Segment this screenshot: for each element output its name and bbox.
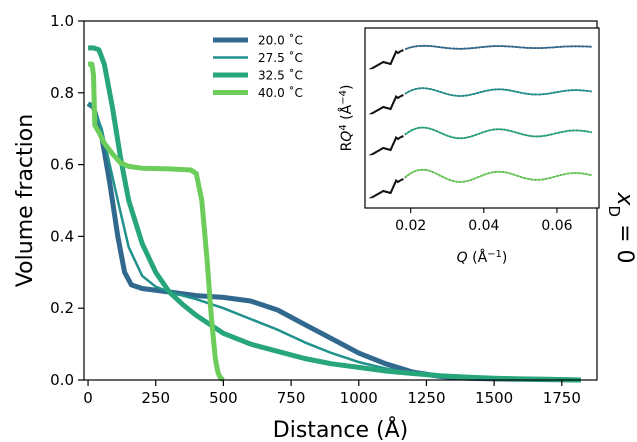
inset-x-tick-label: 0.06 (541, 218, 572, 234)
inset-ylabel-unit: (Å (338, 104, 355, 124)
legend-label-1: 27.5 ˚C (258, 50, 303, 65)
inset-xlabel-close: ) (502, 250, 507, 266)
side-label-subscript: D (605, 206, 623, 218)
inset-x-tick-label: 0.02 (395, 218, 426, 234)
inset-ylabel-close: ) (339, 85, 355, 90)
inset-ylabel-q: Q (339, 131, 355, 142)
series-line-2 (88, 45, 581, 383)
y-tick-label: 1.0 (50, 12, 74, 30)
x-tick-label: 1750 (543, 389, 581, 407)
y-tick-label: 0.8 (50, 84, 74, 102)
inset-series-lines (368, 44, 592, 199)
inset-y-axis-title: RQ4 (Å−4) (338, 85, 356, 152)
side-label-equals-zero: = 0 (612, 217, 637, 263)
inset-axes-frame (364, 27, 600, 209)
inset-background (365, 28, 599, 208)
x-tick-label: 1250 (407, 389, 445, 407)
x-tick-label: 500 (209, 389, 238, 407)
inset-peak-2 (368, 135, 404, 156)
legend-label-3: 40.0 ˚C (258, 85, 303, 100)
legend: 20.0 ˚C 27.5 ˚C 32.5 ˚C 40.0 ˚C (213, 33, 303, 100)
inset-fit-line-1 (404, 87, 592, 97)
inset-ylabel-exp: 4 (338, 124, 349, 130)
inset-peak-1 (368, 94, 404, 115)
x-tick-label: 0 (83, 389, 93, 407)
inset-x-ticks: 0.02 0.04 0.06 (395, 208, 573, 234)
main-plot: 0 250 500 750 1000 1250 1500 1750 0.00.20.40.60… (13, 12, 598, 442)
inset-fit-line-3 (404, 169, 592, 183)
x-axis-title: Distance (Å) (273, 416, 408, 442)
side-label-xd-zero: xD = 0 (605, 191, 637, 263)
main-y-ticks: 0.0 0.2 0.4 0.6 0.8 1.0 (50, 12, 84, 389)
x-tick-label: 1000 (340, 389, 378, 407)
series-line-3 (88, 61, 225, 383)
y-tick-label: 0.2 (50, 299, 74, 317)
inset-fit-line-0 (404, 45, 592, 50)
inset-xlabel-q: Q (457, 250, 468, 266)
inset-x-tick-label: 0.04 (468, 218, 499, 234)
y-tick-label: 0.6 (50, 156, 74, 174)
legend-label-0: 20.0 ˚C (258, 33, 303, 48)
y-axis-title: Volume fraction (13, 114, 38, 287)
x-tick-label: 750 (277, 389, 306, 407)
inset-peak-3 (368, 178, 404, 199)
main-series-lines (86, 45, 581, 383)
legend-label-2: 32.5 ˚C (258, 68, 303, 83)
inset-xlabel-exp: −1 (487, 249, 502, 260)
main-x-ticks: 0 250 500 750 1000 1250 1500 1750 (83, 380, 581, 407)
inset-x-axis-title: Q (Å−1) (457, 249, 508, 267)
x-tick-label: 250 (141, 389, 170, 407)
y-tick-label: 0.0 (50, 371, 74, 389)
inset-ylabel-r: R (339, 141, 355, 151)
inset-xlabel-unit: (Å (468, 249, 488, 266)
inset-fit-line-2 (404, 126, 592, 140)
x-tick-label: 1500 (475, 389, 513, 407)
y-tick-label: 0.4 (50, 227, 74, 245)
inset-ylabel-exp2: −4 (338, 90, 349, 105)
inset-peak-0 (368, 49, 404, 70)
side-label-x: x (612, 191, 637, 206)
inset-plot: 0.02 0.04 0.06 Q (Å−1) RQ4 (Å−4) (338, 27, 600, 267)
